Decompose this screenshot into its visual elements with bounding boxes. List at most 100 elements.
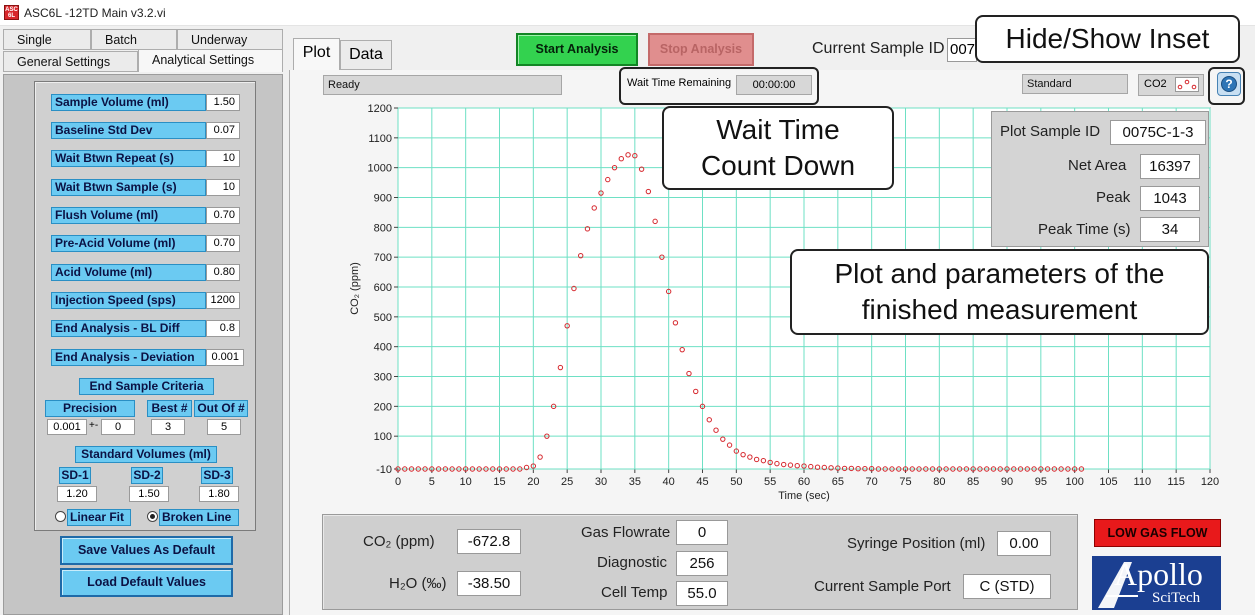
data-point	[1017, 466, 1024, 472]
tab-label: Batch	[105, 33, 137, 47]
x-tick-label: 20	[527, 476, 539, 488]
data-point	[537, 454, 543, 460]
flush-volume-input[interactable]: 0.70	[206, 207, 240, 224]
data-point	[936, 466, 943, 472]
broken-line-radio[interactable]	[147, 511, 158, 522]
wait-btwn-repeat-input[interactable]: 10	[206, 150, 240, 167]
data-point	[828, 465, 834, 471]
data-point	[672, 320, 679, 326]
precision-input[interactable]: 0.001	[47, 419, 87, 435]
data-point	[808, 463, 814, 470]
x-tick-label: 105	[1099, 476, 1117, 488]
sd1-heading: SD-1	[59, 467, 91, 484]
data-point	[510, 466, 516, 472]
stop-analysis-button[interactable]: Stop Analysis	[648, 33, 754, 66]
y-tick-label: 700	[374, 252, 392, 264]
load-default-values-button[interactable]: Load Default Values	[60, 568, 233, 597]
wait-btwn-sample-label: Wait Btwn Sample (s)	[51, 179, 206, 196]
acid-volume-input[interactable]: 0.80	[206, 264, 240, 281]
linear-fit-label: Linear Fit	[67, 509, 131, 526]
baseline-std-dev-input[interactable]: 0.07	[206, 122, 240, 139]
x-tick-label: 45	[696, 476, 708, 488]
net-area-field: 16397	[1140, 154, 1200, 179]
data-point	[1024, 466, 1030, 472]
injection-speed-input[interactable]: 1200	[206, 292, 240, 309]
y-axis-label: CO₂ (ppm)	[349, 262, 361, 315]
y-tick-label: 900	[374, 193, 392, 205]
syringe-position-label: Syringe Position (ml)	[847, 535, 986, 552]
save-values-default-button[interactable]: Save Values As Default	[60, 536, 233, 565]
acid-volume-label: Acid Volume (ml)	[51, 264, 206, 281]
data-point	[774, 460, 780, 467]
sample-volume-input[interactable]: 1.50	[206, 94, 240, 111]
best-input[interactable]: 3	[151, 419, 185, 435]
tab-analytical-settings[interactable]: Analytical Settings	[138, 49, 283, 72]
co2-label: CO₂ (ppm)	[363, 533, 435, 550]
plot-sample-id-label: Plot Sample ID	[1000, 123, 1101, 140]
data-point	[787, 462, 794, 468]
data-point	[429, 466, 435, 472]
tab-plot[interactable]: Plot	[293, 38, 340, 70]
data-point	[882, 466, 888, 472]
data-point	[415, 466, 422, 472]
data-point	[720, 436, 726, 442]
tab-batch[interactable]: Batch	[91, 29, 177, 50]
broken-line-label: Broken Line	[159, 509, 239, 526]
data-point	[1011, 466, 1017, 472]
tab-general-settings[interactable]: General Settings	[3, 51, 138, 72]
x-tick-label: 65	[832, 476, 844, 488]
x-tick-label: 55	[764, 476, 776, 488]
x-tick-label: 85	[967, 476, 979, 488]
data-point	[1044, 466, 1051, 472]
x-tick-label: 110	[1134, 476, 1152, 488]
sd3-input[interactable]: 1.80	[199, 486, 239, 502]
out-of-input[interactable]: 5	[207, 419, 241, 435]
data-point	[476, 466, 482, 472]
data-point	[665, 288, 672, 295]
end-analysis-deviation-input[interactable]: 0.001	[206, 349, 244, 366]
x-tick-label: 80	[933, 476, 945, 488]
status-text: Ready	[323, 75, 562, 95]
data-point	[402, 466, 408, 472]
sd2-input[interactable]: 1.50	[129, 486, 169, 502]
data-point	[747, 454, 753, 460]
data-point	[855, 466, 861, 472]
data-point	[449, 466, 455, 472]
plot-sample-id-field: 0075C-1-3	[1110, 120, 1206, 145]
tab-label: Single	[17, 33, 52, 47]
x-tick-label: 25	[561, 476, 573, 488]
data-point	[963, 466, 970, 472]
y-tick-label: 800	[374, 222, 392, 234]
y-tick-label: 200	[374, 401, 392, 413]
data-point	[496, 466, 503, 472]
data-point	[990, 466, 997, 472]
help-icon[interactable]: ?	[1221, 76, 1237, 92]
data-point	[929, 466, 936, 472]
end-analysis-bl-diff-label: End Analysis - BL Diff	[51, 320, 206, 337]
end-analysis-bl-diff-input[interactable]: 0.8	[206, 320, 240, 337]
precision-tolerance-input[interactable]: 0	[101, 419, 135, 435]
data-point	[1004, 466, 1010, 472]
data-point	[713, 427, 719, 433]
tab-data[interactable]: Data	[340, 40, 392, 70]
tab-label: Underway	[191, 33, 248, 47]
sd2-heading: SD-2	[131, 467, 163, 484]
diagnostic-value: 256	[676, 551, 728, 576]
data-point	[841, 465, 848, 472]
diagnostic-label: Diagnostic	[597, 554, 668, 571]
x-tick-label: 10	[460, 476, 472, 488]
tab-single[interactable]: Single	[3, 29, 91, 50]
plus-minus-label: +-	[89, 420, 99, 431]
callout-plot-parameters: Plot and parameters of the finished meas…	[790, 249, 1209, 335]
data-point	[753, 456, 760, 463]
start-analysis-button[interactable]: Start Analysis	[516, 33, 638, 66]
tab-underway[interactable]: Underway	[177, 29, 283, 50]
left-tab-control: Single Batch Underway General Settings A…	[0, 28, 287, 615]
wait-btwn-sample-input[interactable]: 10	[206, 179, 240, 196]
linear-fit-radio[interactable]	[55, 511, 66, 522]
sd1-input[interactable]: 1.20	[57, 486, 97, 502]
data-point	[523, 464, 530, 471]
precision-heading: Precision	[45, 400, 135, 417]
pre-acid-volume-input[interactable]: 0.70	[206, 235, 240, 252]
data-point	[659, 254, 665, 260]
